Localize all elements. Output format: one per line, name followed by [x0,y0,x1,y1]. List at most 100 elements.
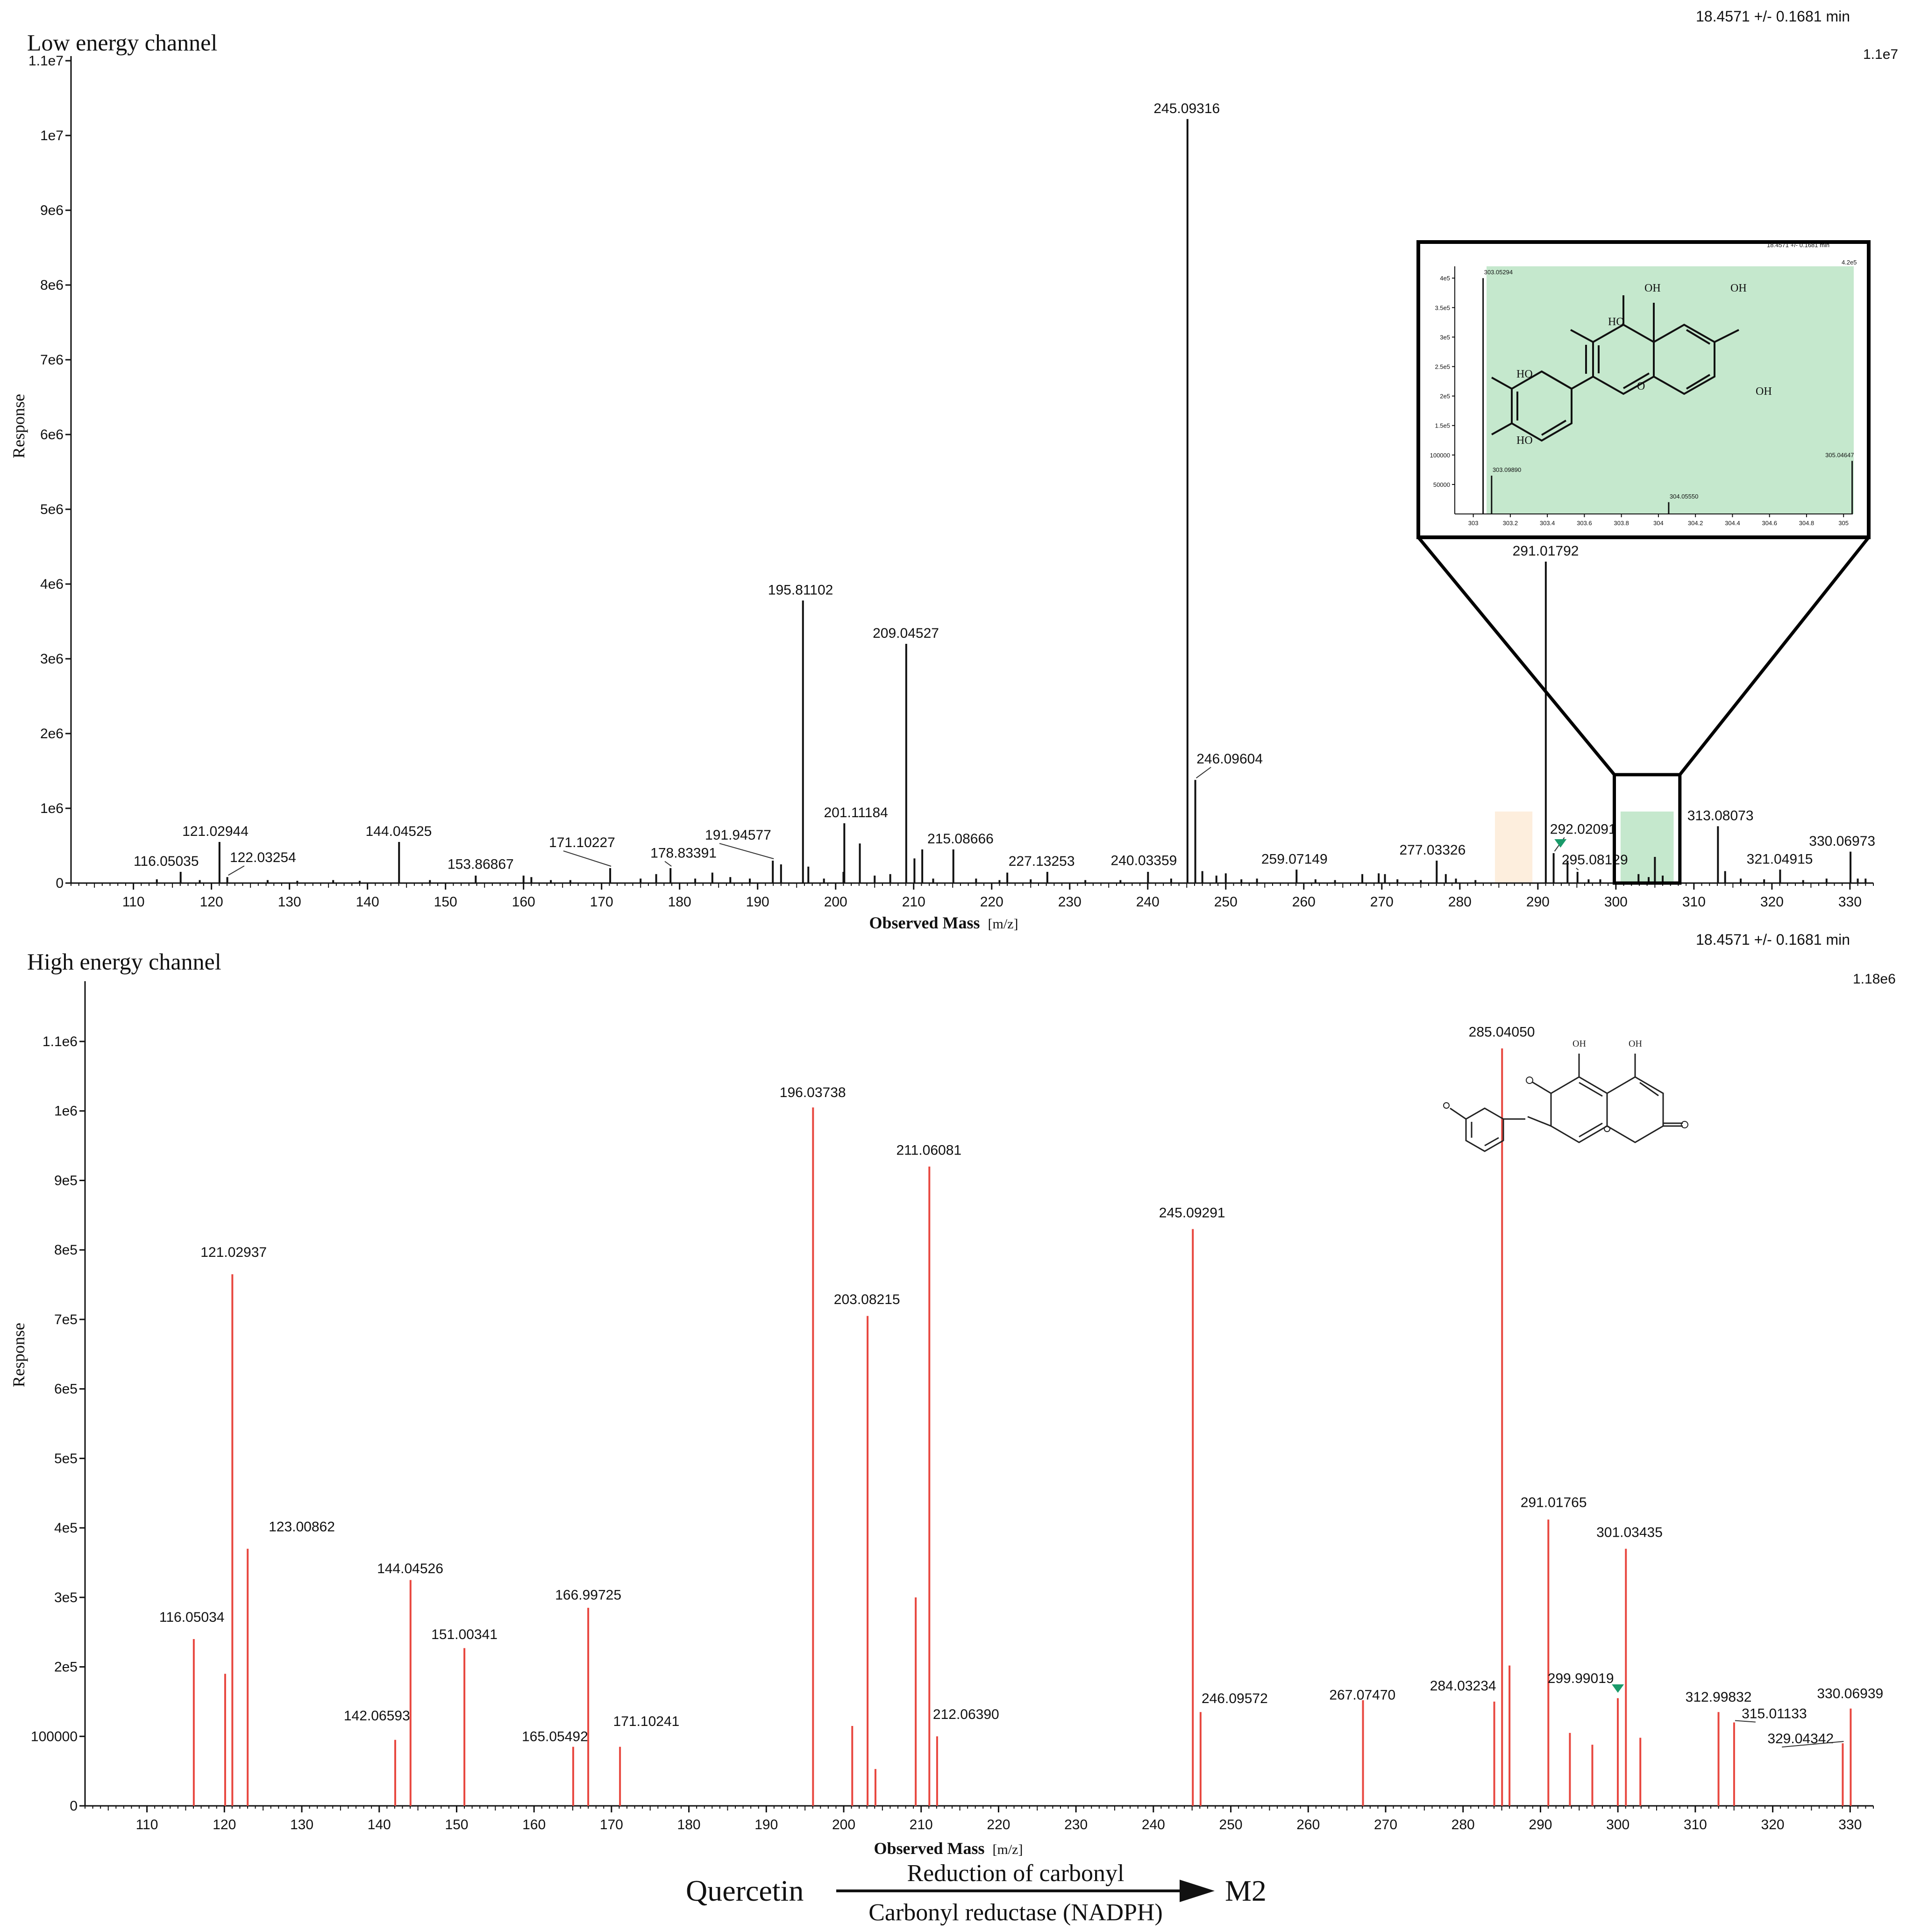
peak-label: 215.08666 [927,831,994,847]
peak-label: 291.01765 [1521,1495,1587,1510]
oh-label: HO [1516,435,1533,447]
oh-label: OH [1644,282,1661,294]
low-energy-chart: 0 1e6 2e6 3e6 4e6 5e6 6e6 7e6 8e6 9e6 1e7 1.1e7 110 1… [9,8,1898,932]
x-tick-label: 150 [445,1817,468,1832]
x-tick-label: 250 [1219,1817,1243,1832]
peak-label: 329.04342 [1767,1731,1834,1747]
x-tick-label: 160 [522,1817,546,1832]
peak-label: 246.09604 [1196,751,1263,767]
peak-label: 267.07470 [1329,1687,1395,1703]
label-leader [563,850,612,867]
peak-label: 142.06593 [344,1708,410,1724]
y-tick-label: 3e5 [54,1590,78,1605]
x-axis-label-unit: [m/z] [988,916,1018,932]
x-tick-label: 170 [590,894,613,910]
peak-label: 171.10227 [549,835,615,850]
inset-y-tick-label: 4e5 [1440,275,1450,282]
x-tick-label: 230 [1058,894,1082,910]
y-tick-label: 8e5 [54,1242,78,1258]
peak-label: 246.09572 [1202,1691,1268,1706]
x-tick-label: 310 [1682,894,1706,910]
inset-y-tick-label: 3e5 [1440,334,1450,341]
x-tick-label: 170 [600,1817,623,1832]
oxygen-atom [1526,1077,1533,1084]
peak-label: 191.94577 [705,827,771,843]
oxygen-atom [1443,1102,1450,1109]
minor-peaks [156,843,1867,883]
peak-label: 121.02937 [200,1245,267,1260]
x-tick-label: 310 [1684,1817,1707,1832]
label-leader [1735,1720,1756,1723]
y-tick-label: 2e6 [40,726,64,741]
peak-label: 312.99832 [1686,1690,1752,1705]
y-tick-label: 0 [56,876,64,891]
label-leader [1782,1741,1844,1748]
y-tick-label: 9e5 [54,1173,78,1188]
high-max-label: 1.18e6 [1853,971,1896,987]
axes: 0 1e6 2e6 3e6 4e6 5e6 6e6 7e6 8e6 9e6 1e7 1.1e7 110 1… [28,53,1874,910]
x-tick-label: 330 [1838,894,1862,910]
x-tick-label: 120 [213,1817,236,1832]
peak-label: 171.10241 [613,1714,680,1729]
label-leader [1195,767,1211,779]
peak-label: 212.06390 [933,1707,999,1722]
peak-label: 116.05034 [159,1610,225,1625]
peak-label: 313.08073 [1687,808,1754,824]
inset-x-tick-label: 303.8 [1614,520,1629,527]
inset-y-tick-label: 3.5e5 [1435,304,1450,311]
y-tick-label: 9e6 [40,203,64,218]
structure-drawing-m2 [1450,1054,1683,1152]
x-tick-label: 180 [668,894,691,910]
peak-label: 151.00341 [431,1627,498,1642]
peak-label: 315.01133 [1742,1706,1807,1722]
y-tick-label: 5e5 [54,1451,78,1466]
x-tick-label: 200 [824,894,847,910]
inset-y-tick-label: 2e5 [1440,393,1450,400]
x-axis-label-unit: [m/z] [993,1842,1023,1857]
x-tick-label: 230 [1064,1817,1088,1832]
peak-label: 178.83391 [650,846,717,861]
inset-peak-label: 304.05550 [1670,493,1698,500]
x-tick-label: 120 [200,894,223,910]
oh-label: OH [1756,385,1772,398]
x-tick-label: 300 [1606,1817,1629,1832]
y-tick-label: 1e7 [40,128,64,143]
x-tick-label: 160 [512,894,535,910]
labeled-peaks: 116.05035 121.02944 122.03254 144.04525 153.… [134,101,1875,883]
high-energy-chart: 0 100000 2e5 3e5 4e5 5e5 6e5 7e5 8e5 9e5 1e6 1.1e6 1… [9,931,1896,1858]
highlight-bands [1494,811,1674,883]
inset-peak-label: 303.05294 [1484,269,1513,276]
inset-x-tick-label: 303 [1468,520,1479,527]
x-tick-label: 320 [1761,1817,1785,1832]
x-tick-label: 270 [1374,1817,1397,1832]
peak-label: 291.01792 [1513,543,1579,559]
oh-label: HO [1608,316,1624,328]
y-tick-label: 4e6 [40,577,64,592]
x-tick-label: 180 [677,1817,701,1832]
x-tick-label: 150 [434,894,457,910]
structure-labels-inset: OH OH HO OH HO HO O [1516,282,1772,447]
x-axis-label-main: Observed Mass [874,1839,985,1858]
label-leader [1576,868,1579,870]
enzyme-label: Carbonyl reductase (NADPH) [868,1899,1163,1926]
inset-y-tick-label: 1.5e5 [1435,422,1450,429]
oh-label: OH [1573,1039,1586,1049]
structure-drawing-inset [1491,295,1739,442]
reaction-scheme: Quercetin Reduction of carbonyl Carbonyl… [686,1860,1267,1926]
x-tick-label: 110 [122,894,145,910]
x-tick-label: 240 [1142,1817,1165,1832]
x-tick-label: 260 [1296,1817,1320,1832]
low-max-label: 1.1e7 [1863,47,1898,62]
peak-label: 196.03738 [780,1085,846,1100]
x-axis-label-main: Observed Mass [869,913,980,932]
peak-label: 330.06973 [1809,834,1875,849]
labeled-peaks: 116.05034 121.02937 123.00862 144.04526 151.… [159,1025,1883,1806]
label-leader [228,865,245,876]
y-tick-label: 7e6 [40,352,64,368]
y-tick-label: 1.1e7 [28,53,64,69]
label-leader [664,861,672,867]
peak-label: 277.03326 [1399,842,1466,858]
inset-peaks: 303.05294 303.09890 304.05550 305.04647 [1482,269,1854,514]
x-tick-label: 140 [368,1817,391,1832]
